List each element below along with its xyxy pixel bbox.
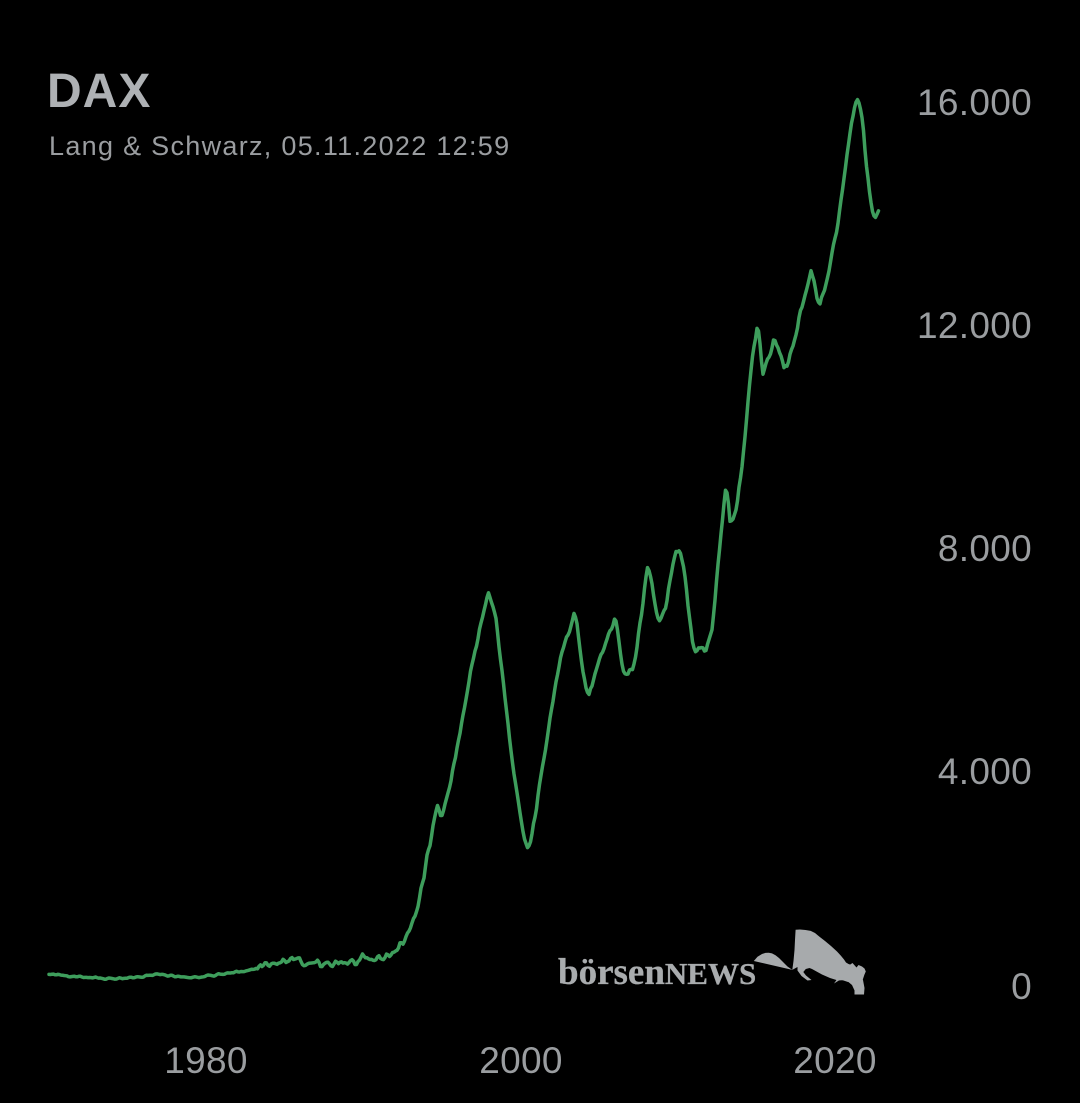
svg-text:börsenNEWS: börsenNEWS bbox=[558, 952, 756, 993]
